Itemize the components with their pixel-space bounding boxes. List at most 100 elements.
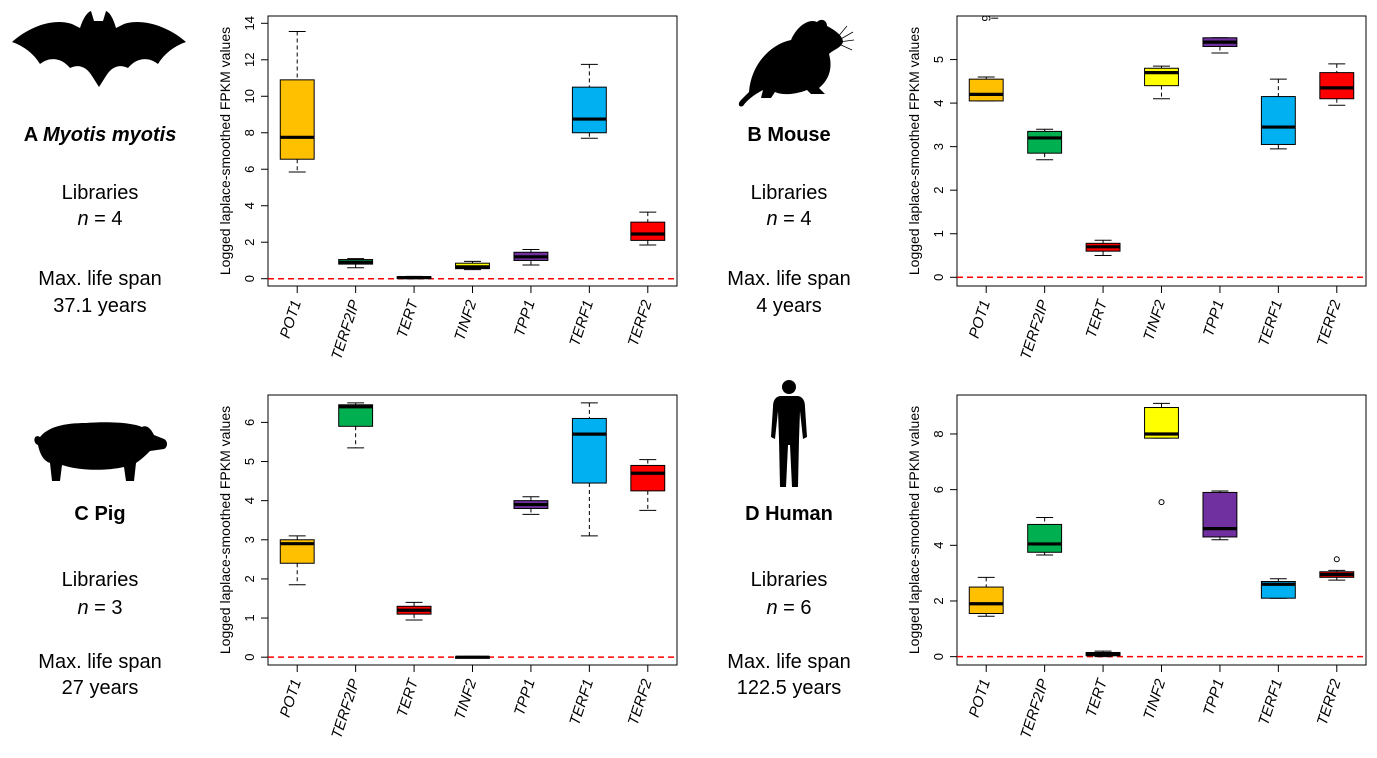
panel-b-n-label: n xyxy=(766,208,778,230)
panel-b-info: B Mouse Libraries n = 4 Max. life span 4… xyxy=(689,0,889,379)
panel-b-n-value: = 4 xyxy=(783,208,812,230)
x-tick-label: TERF2 xyxy=(625,297,656,348)
panel-d-y-tick-label: 8 xyxy=(931,430,946,437)
panel-b-n: n = 4 xyxy=(689,208,889,231)
panel-a: A Myotis myotis Libraries n = 4 Max. lif… xyxy=(0,0,688,379)
panel-a-y-tick-label: 6 xyxy=(242,166,257,173)
x-tick-label: TERF1 xyxy=(566,677,597,727)
panel-a-letter: A xyxy=(23,124,38,146)
panel-a-y-tick-label: 8 xyxy=(242,129,257,136)
panel-c-y-tick-label: 4 xyxy=(242,497,257,504)
panel-a-y-tick-label: 4 xyxy=(242,202,257,209)
panel-a-y-axis-label: Logged laplace-smoothed FPKM values xyxy=(217,27,233,275)
panel-a-n: n = 4 xyxy=(0,208,200,231)
panel-d-box-tert: TERT xyxy=(1083,650,1121,719)
panel-d-y-axis: 0 2 4 6 8 xyxy=(931,430,957,660)
x-tick-label: TERF2IP xyxy=(1017,298,1052,362)
panel-c-info: C Pig Libraries n = 3 Max. life span 27 … xyxy=(0,379,200,758)
x-tick-label: TERT xyxy=(394,675,423,719)
panel-d-title: D Human xyxy=(689,503,889,526)
panel-b-y-tick-label: 0 xyxy=(931,274,946,281)
panel-c-n-label: n xyxy=(77,597,89,619)
panel-d-y-tick-label: 0 xyxy=(931,653,946,660)
panel-d-y-tick-label: 6 xyxy=(931,486,946,493)
panel-c-y-axis: 0 1 2 3 4 5 6 xyxy=(242,419,268,661)
panel-c-y-tick-label: 0 xyxy=(242,654,257,661)
panel-d-y-tick-label: 4 xyxy=(931,542,946,549)
panel-a-y-tick-label: 10 xyxy=(242,89,257,103)
x-tick-label: TINF2 xyxy=(451,676,480,722)
panel-d-outlier-point xyxy=(1333,556,1340,563)
x-tick-label: POT1 xyxy=(966,677,994,720)
iqr-box xyxy=(1319,72,1355,100)
panel-c-lifespan-label: Max. life span xyxy=(38,651,162,673)
panel-c-box-pot1: POT1 xyxy=(277,535,315,720)
human-silhouette-icon xyxy=(771,380,807,487)
iqr-box xyxy=(1027,130,1063,154)
panel-c-n: n = 3 xyxy=(0,597,200,620)
panel-d-box-terf2: TERF2 xyxy=(1314,569,1355,727)
panel-d-letter: D xyxy=(745,503,760,525)
panel-a-info: A Myotis myotis Libraries n = 4 Max. lif… xyxy=(0,0,200,379)
iqr-box xyxy=(1144,67,1179,87)
iqr-box xyxy=(571,86,607,134)
panel-b-y-tick-label: 2 xyxy=(931,187,946,194)
iqr-box xyxy=(630,221,666,241)
x-tick-label: TERT xyxy=(394,296,423,340)
panel-d-box-pot1: POT1 xyxy=(966,576,1004,720)
x-tick-label: TERF2IP xyxy=(328,298,363,362)
panel-d-box-terf1: TERF1 xyxy=(1255,578,1296,727)
x-tick-label: POT1 xyxy=(277,677,305,720)
panel-b-y-axis-label: Logged laplace-smoothed FPKM values xyxy=(906,27,922,275)
panel-a-plot-frame xyxy=(267,15,678,287)
iqr-box xyxy=(968,586,1004,615)
panel-b-y-tick-label: 3 xyxy=(931,143,946,150)
x-tick-label: TERT xyxy=(1083,675,1112,719)
panel-a-libraries-label: Libraries xyxy=(61,182,139,204)
panel-b-box-terf1: TERF1 xyxy=(1255,78,1296,348)
panel-d-n-label: n xyxy=(766,597,778,619)
pig-silhouette-icon xyxy=(34,422,167,481)
panel-b: B Mouse Libraries n = 4 Max. life span 4… xyxy=(689,0,1377,379)
panel-d-box-terf2ip: TERF2IP xyxy=(1017,516,1063,741)
panel-d-y-axis-label: Logged laplace-smoothed FPKM values xyxy=(906,406,922,654)
iqr-box xyxy=(1260,96,1296,145)
iqr-box xyxy=(279,539,315,564)
panel-b-y-axis: 0 1 2 3 4 5 xyxy=(931,56,957,281)
panel-b-y-tick-label: 4 xyxy=(931,99,946,106)
bat-silhouette-icon xyxy=(12,11,186,87)
panel-b-plot-frame xyxy=(956,15,1367,287)
panel-d-box-tinf2: TINF2 xyxy=(1140,402,1179,722)
panel-c-y-tick-label: 2 xyxy=(242,575,257,582)
panel-d-lifespan-value: 122.5 years xyxy=(736,677,842,699)
panel-d-y-tick-label: 2 xyxy=(931,597,946,604)
panel-a-box-tpp1: TPP1 xyxy=(511,249,549,339)
panel-b-lifespan-label: Max. life span xyxy=(727,268,851,290)
panel-a-plot: Logged laplace-smoothed FPKM values 0 2 4 6 8… xyxy=(217,15,678,362)
panel-d: D Human Libraries n = 6 Max. life span 1… xyxy=(689,379,1377,758)
panel-a-y-tick-label: 2 xyxy=(242,239,257,246)
panel-b-libraries-label: Libraries xyxy=(750,182,828,204)
x-tick-label: TERF1 xyxy=(566,298,597,348)
iqr-box xyxy=(338,404,374,427)
x-tick-label: TPP1 xyxy=(1200,298,1228,339)
panel-b-lifespan-value: 4 years xyxy=(756,295,822,317)
iqr-box xyxy=(279,79,315,160)
iqr-box xyxy=(571,417,607,484)
panel-c-plot: Logged laplace-smoothed FPKM values 0 1 2 3 4… xyxy=(217,394,678,741)
panel-a-y-tick-label: 0 xyxy=(242,275,257,282)
panel-d-box-tpp1: TPP1 xyxy=(1200,490,1238,718)
iqr-box xyxy=(1027,523,1063,553)
panel-b-box-pot1: POT1 xyxy=(966,76,1004,341)
x-tick-label: TERF2IP xyxy=(1017,677,1052,741)
x-tick-label: TPP1 xyxy=(511,298,539,339)
panel-c-y-axis-label: Logged laplace-smoothed FPKM values xyxy=(217,406,233,654)
x-tick-label: TINF2 xyxy=(1140,676,1169,722)
panel-c-box-terf1: TERF1 xyxy=(566,402,607,727)
x-tick-label: TERF1 xyxy=(1255,298,1286,348)
panel-a-lifespan-label: Max. life span xyxy=(38,268,162,290)
panel-d-n-value: = 6 xyxy=(783,597,812,619)
panel-c-y-tick-label: 3 xyxy=(242,536,257,543)
x-tick-label: TERT xyxy=(1083,296,1112,340)
x-tick-label: TINF2 xyxy=(451,297,480,343)
